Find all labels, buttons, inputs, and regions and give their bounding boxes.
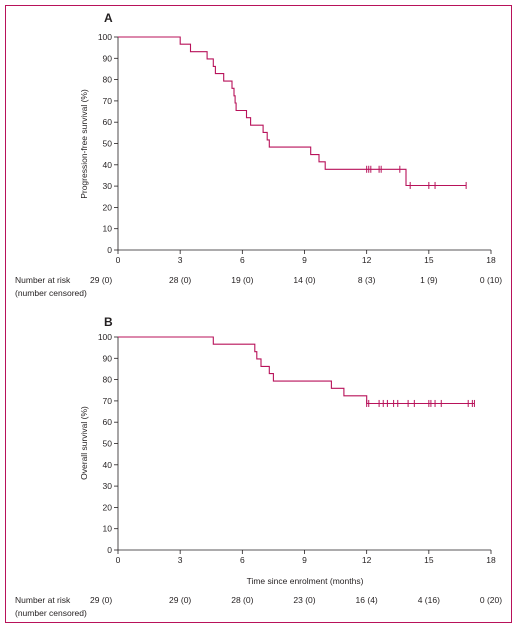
panel-b-risk-table: Number at risk (number censored) 29 (0) 2… xyxy=(15,595,502,618)
panel-b-risk-value: 28 (0) xyxy=(231,595,253,605)
panel-b-x-tick-label: 6 xyxy=(240,555,245,565)
panel-b-x-tick-label: 12 xyxy=(362,555,372,565)
panel-a-x-tick-label: 15 xyxy=(424,255,434,265)
panel-b-x-tick-label: 9 xyxy=(302,555,307,565)
panel-b-label: B xyxy=(104,315,113,329)
panel-a-y-tick-label: 60 xyxy=(103,117,113,127)
panel-b-y-tick-label: 0 xyxy=(107,545,112,555)
panel-a-risk-value: 29 (0) xyxy=(90,275,112,285)
panel-a-risk-value: 0 (10) xyxy=(480,275,502,285)
panel-b-y-tick-label: 40 xyxy=(103,460,113,470)
panel-a-x-tick-label: 0 xyxy=(116,255,121,265)
panel-a-censor-marks xyxy=(366,165,467,189)
panel-b-risk-label-line2: (number censored) xyxy=(15,608,87,618)
panel-b-y-tick-label: 50 xyxy=(103,439,113,449)
panel-b-axes xyxy=(117,337,491,551)
panel-a-y-tick-label: 0 xyxy=(107,245,112,255)
panel-b-risk-label-line1: Number at risk xyxy=(15,595,71,605)
panel-a-risk-value: 1 (9) xyxy=(420,275,438,285)
panel-b-y-tick-label: 80 xyxy=(103,375,113,385)
panel-b-x-tick-label: 0 xyxy=(116,555,121,565)
panel-a-risk-table: Number at risk (number censored) 29 (0) 2… xyxy=(15,275,502,298)
panel-b-y-axis-title: Overall survival (%) xyxy=(79,406,89,480)
panel-a-x-tick-label: 3 xyxy=(178,255,183,265)
panel-a-y-tick-label: 40 xyxy=(103,160,113,170)
panel-b-censor-marks xyxy=(366,399,475,407)
panel-a-y-axis-title: Progression-free survival (%) xyxy=(79,89,89,199)
panel-b-risk-value: 4 (16) xyxy=(418,595,440,605)
panel-a-risk-value: 8 (3) xyxy=(358,275,376,285)
panel-a-curve xyxy=(118,36,467,187)
panel-a-x-tick-label: 6 xyxy=(240,255,245,265)
panel-a-survival-line xyxy=(118,36,467,187)
panel-b-y-tick-label: 90 xyxy=(103,353,113,363)
panel-a-y-tick-label: 50 xyxy=(103,139,113,149)
panel-a-x-tick-label: 18 xyxy=(486,255,496,265)
panel-b-x-tick-label: 18 xyxy=(486,555,496,565)
panel-b-risk-value: 16 (4) xyxy=(356,595,378,605)
panel-b-y-tick-label: 20 xyxy=(103,502,113,512)
panel-a-y-tick-label: 90 xyxy=(103,53,113,63)
panel-a-risk-value: 19 (0) xyxy=(231,275,253,285)
panel-a-risk-label-line1: Number at risk xyxy=(15,275,71,285)
panel-b-x-tick-label: 15 xyxy=(424,555,434,565)
panel-a-axes xyxy=(117,37,491,251)
panel-a-y-tick-label: 10 xyxy=(103,224,113,234)
panel-b-x-axis-title: Time since enrolment (months) xyxy=(247,576,364,586)
panel-b-risk-value: 29 (0) xyxy=(169,595,191,605)
panel-a-ticks: 0 10 20 30 40 50 60 70 80 90 100 0 3 6 9 12 15 18 xyxy=(98,32,496,265)
panel-a-y-tick-label: 20 xyxy=(103,202,113,212)
panel-b-plot: B Overall survival (%) Time since enrolm… xyxy=(15,315,502,618)
panel-a-risk-value: 14 (0) xyxy=(293,275,315,285)
panel-a-y-tick-label: 100 xyxy=(98,32,112,42)
panel-a-risk-value: 28 (0) xyxy=(169,275,191,285)
panel-b-y-tick-label: 100 xyxy=(98,332,112,342)
panel-a-y-tick-label: 30 xyxy=(103,181,113,191)
panel-b-risk-value: 0 (20) xyxy=(480,595,502,605)
panel-a-risk-label-line2: (number censored) xyxy=(15,288,87,298)
panel-b-y-tick-label: 30 xyxy=(103,481,113,491)
panel-b-curve xyxy=(118,336,475,405)
panel-a-y-tick-label: 80 xyxy=(103,75,113,85)
panel-a-plot: A Progression-free survival (%) 01020304… xyxy=(15,11,502,298)
panel-b-y-tick-label: 60 xyxy=(103,417,113,427)
panel-b-survival-line xyxy=(118,336,475,405)
panel-a-x-tick-label: 12 xyxy=(362,255,372,265)
panel-b-risk-value: 29 (0) xyxy=(90,595,112,605)
panel-b-y-tick-label: 10 xyxy=(103,524,113,534)
panel-a-x-tick-label: 9 xyxy=(302,255,307,265)
panel-b-ticks: 0 10 20 30 40 50 60 70 80 90 100 0 3 6 9 12 15 18 xyxy=(98,332,496,565)
figure-frame xyxy=(5,5,512,623)
panel-b-x-tick-label: 3 xyxy=(178,555,183,565)
panel-b-risk-value: 23 (0) xyxy=(293,595,315,605)
panel-b-y-tick-label: 70 xyxy=(103,396,113,406)
panel-a-label: A xyxy=(104,11,113,25)
panel-a-y-tick-label: 70 xyxy=(103,96,113,106)
